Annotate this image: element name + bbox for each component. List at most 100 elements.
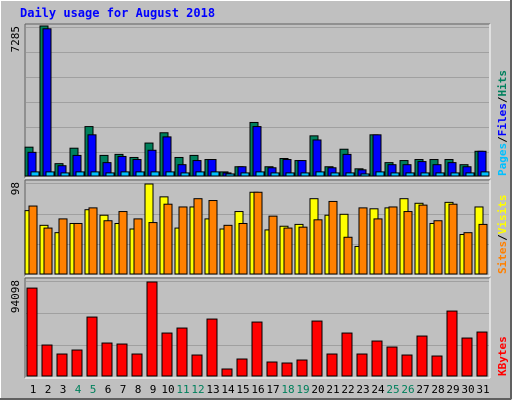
- x-tick-label: 3: [60, 383, 67, 396]
- kbytes-bar: [161, 332, 173, 377]
- chart-title: Daily usage for August 2018: [20, 6, 215, 20]
- x-tick-label: 18: [281, 383, 294, 396]
- pages-bar: [315, 171, 325, 177]
- kbytes-bar: [191, 354, 203, 377]
- sites-bar: [43, 227, 53, 275]
- legend-entry: /: [496, 96, 509, 103]
- pages-bar: [420, 172, 430, 177]
- sites-bar: [208, 200, 218, 275]
- x-tick-label: 27: [416, 383, 429, 396]
- kbytes-bar: [71, 349, 83, 377]
- kbytes-bar: [236, 358, 248, 377]
- kbytes-bar: [206, 318, 218, 377]
- kbytes-bar: [281, 362, 293, 377]
- pages-bar: [30, 171, 40, 177]
- x-tick-label: 2: [45, 383, 52, 396]
- x-tick-label: 5: [90, 383, 97, 396]
- sites-bar: [133, 218, 143, 275]
- pages-bar: [225, 173, 235, 177]
- sites-bar: [103, 220, 113, 275]
- x-tick-label: 26: [401, 383, 414, 396]
- kbytes-bar: [341, 332, 353, 377]
- x-tick-label: 1: [30, 383, 37, 396]
- x-tick-label: 10: [161, 383, 174, 396]
- files-bar: [42, 28, 52, 177]
- sites-bar: [433, 220, 443, 275]
- y-max-label: 94098: [9, 280, 22, 313]
- kbytes-bar: [401, 354, 413, 377]
- kbytes-bar: [116, 343, 128, 377]
- sites-bar: [223, 224, 233, 275]
- sites-bar: [238, 222, 248, 275]
- x-tick-label: 13: [206, 383, 219, 396]
- x-tick-label: 9: [150, 383, 157, 396]
- pages-bar: [330, 172, 340, 177]
- legend-panel-3: KBytes: [496, 336, 509, 376]
- x-tick-label: 21: [326, 383, 339, 396]
- sites-bar: [73, 222, 83, 275]
- x-tick-label: 7: [120, 383, 127, 396]
- x-tick-label: 11: [176, 383, 189, 396]
- kbytes-bar: [446, 310, 458, 377]
- sites-bar: [253, 191, 263, 275]
- x-tick-label: 8: [135, 383, 142, 396]
- sites-bar: [358, 207, 368, 275]
- sites-bar: [448, 203, 458, 275]
- kbytes-bar: [311, 320, 323, 377]
- kbytes-bar: [176, 327, 188, 377]
- pages-bar: [300, 172, 310, 177]
- legend-entry: Visits: [496, 195, 509, 235]
- legend-entry: Hits: [496, 70, 509, 97]
- kbytes-bar: [296, 359, 308, 377]
- sites-bar: [343, 236, 353, 275]
- x-tick-label: 12: [191, 383, 204, 396]
- legend-panel-2: Sites/Visits: [496, 195, 509, 275]
- pages-bar: [360, 173, 370, 177]
- kbytes-bar: [86, 316, 98, 377]
- sites-bar: [463, 232, 473, 275]
- sites-bar: [328, 200, 338, 275]
- legend-panel-1: Pages/Files/Hits: [496, 70, 509, 176]
- y-max-label: 7285: [9, 26, 22, 53]
- files-bar: [87, 134, 97, 177]
- sites-bar: [283, 227, 293, 275]
- pages-bar: [105, 172, 115, 177]
- sites-bar: [178, 206, 188, 275]
- kbytes-bar: [131, 353, 143, 377]
- legend-entry: /: [496, 136, 509, 143]
- x-tick-label: 23: [356, 383, 369, 396]
- pages-bar: [345, 172, 355, 177]
- kbytes-bar: [251, 321, 263, 377]
- pages-bar: [45, 171, 55, 177]
- pages-bar: [375, 171, 385, 177]
- files-bar: [312, 139, 322, 177]
- sites-bar: [313, 219, 323, 275]
- pages-bar: [60, 172, 70, 177]
- pages-bar: [435, 172, 445, 177]
- kbytes-bar: [326, 353, 338, 377]
- kbytes-bar: [41, 344, 53, 377]
- x-tick-label: 25: [386, 383, 399, 396]
- sites-bar: [193, 198, 203, 275]
- pages-bar: [390, 172, 400, 177]
- pages-bar: [240, 172, 250, 177]
- y-max-label: 98: [9, 182, 22, 195]
- x-tick-label: 16: [251, 383, 264, 396]
- pages-bar: [135, 171, 145, 177]
- pages-bar: [75, 171, 85, 177]
- sites-bar: [268, 215, 278, 275]
- pages-bar: [285, 172, 295, 177]
- sites-bar: [298, 226, 308, 275]
- kbytes-bar: [476, 331, 488, 377]
- pages-bar: [270, 172, 280, 177]
- pages-bar: [450, 172, 460, 177]
- legend-entry: Files: [496, 103, 509, 136]
- kbytes-bar: [356, 353, 368, 377]
- x-tick-label: 24: [371, 383, 385, 396]
- pages-bar: [165, 171, 175, 177]
- x-tick-label: 31: [476, 383, 489, 396]
- x-tick-label: 30: [461, 383, 474, 396]
- x-tick-label: 19: [296, 383, 309, 396]
- kbytes-bar: [56, 353, 68, 377]
- sites-bar: [118, 211, 128, 275]
